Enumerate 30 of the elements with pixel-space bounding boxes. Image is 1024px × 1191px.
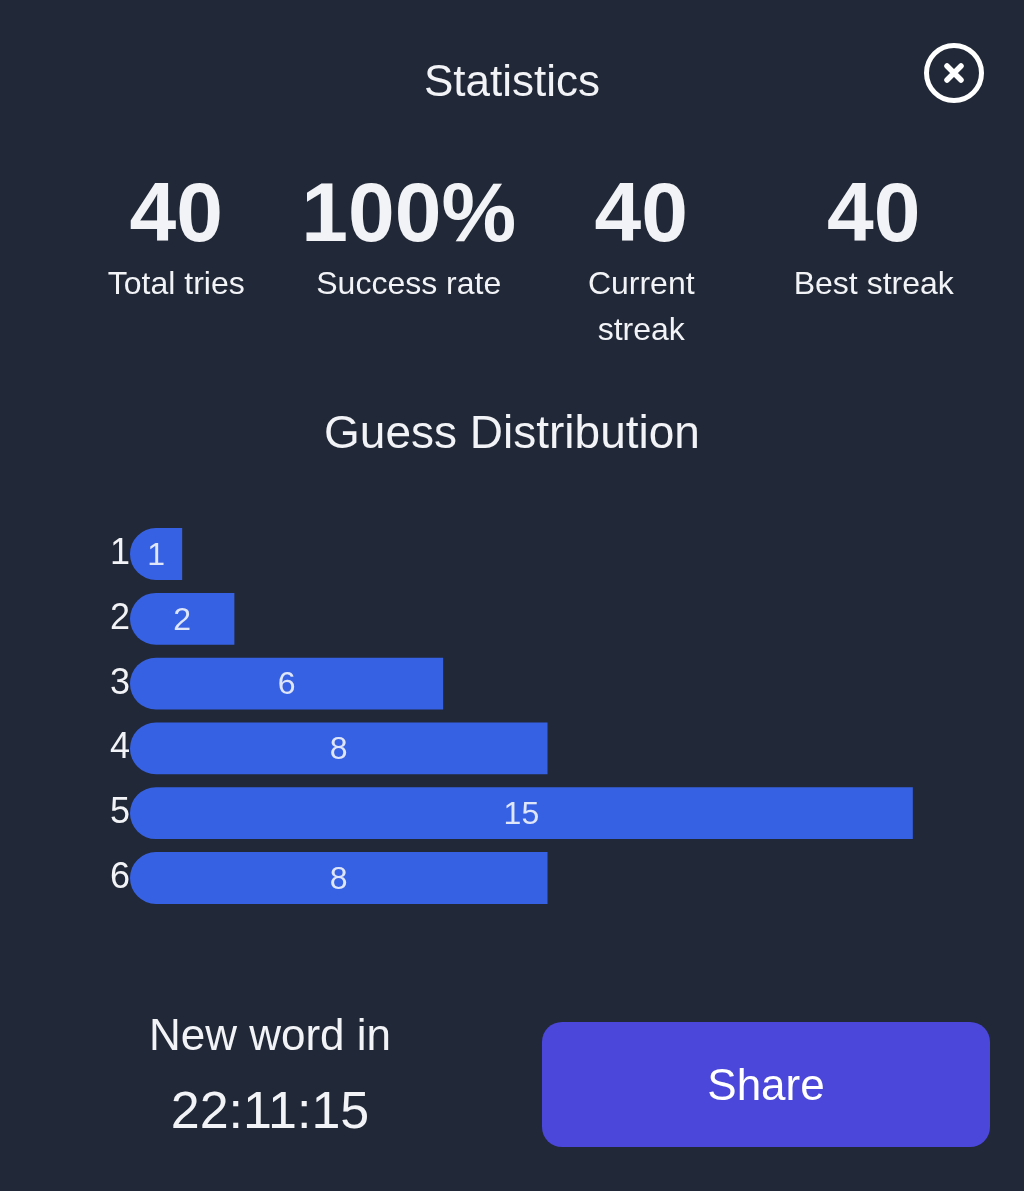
- category-label: Success rate: [315, 264, 503, 303]
- text: Statistics: [423, 56, 601, 106]
- text: 40: [129, 165, 223, 259]
- text: 40: [594, 165, 688, 259]
- category-label: Best streak: [792, 264, 955, 303]
- text: 40: [827, 165, 921, 259]
- bar: [130, 722, 548, 775]
- data-label: 15: [503, 795, 540, 832]
- data-label: 6: [277, 665, 296, 702]
- y-tick-label: 5: [109, 790, 130, 832]
- text: New word in: [148, 1010, 392, 1059]
- category-label: Total tries: [106, 264, 246, 303]
- y-tick-label: 4: [109, 725, 130, 767]
- data-label: 8: [329, 859, 348, 896]
- data-label: 8: [329, 730, 348, 767]
- y-tick-label: 3: [109, 660, 130, 702]
- data-label: 2: [173, 600, 192, 637]
- bar: [130, 787, 913, 840]
- chart-title: Guess Distribution: [324, 405, 700, 459]
- share-button: Share: [542, 1022, 990, 1147]
- y-tick-label: 2: [109, 595, 130, 637]
- text: 22:11:15: [170, 1081, 370, 1139]
- text: 100%: [301, 165, 517, 259]
- bar: [130, 592, 235, 645]
- bar: [130, 852, 548, 904]
- y-tick-label: 6: [109, 854, 130, 896]
- category-label: Current streak: [586, 264, 696, 349]
- bar: [130, 657, 444, 710]
- y-tick-label: 1: [109, 530, 130, 572]
- data-label: 1: [147, 535, 165, 572]
